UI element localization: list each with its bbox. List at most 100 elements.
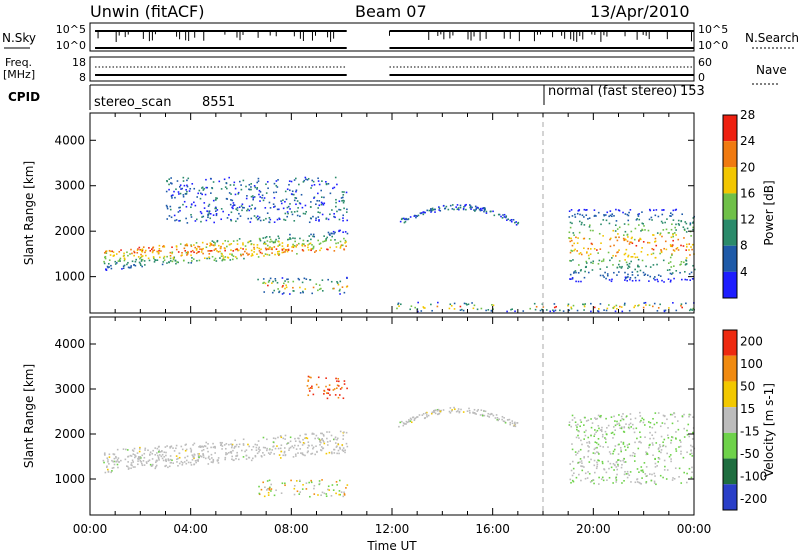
- range-gate-cell: [339, 388, 342, 390]
- range-gate-cell: [315, 434, 318, 437]
- range-gate-cell: [334, 231, 336, 234]
- range-gate-cell: [670, 245, 672, 248]
- range-gate-cell: [627, 223, 630, 226]
- range-gate-cell: [333, 452, 336, 454]
- range-gate-cell: [510, 308, 512, 311]
- range-gate-cell: [195, 249, 198, 251]
- range-gate-cell: [627, 446, 629, 449]
- range-gate-cell: [641, 417, 644, 420]
- range-gate-cell: [258, 492, 261, 495]
- range-gate-cell: [210, 453, 213, 456]
- range-gate-cell: [290, 180, 293, 183]
- range-gate-cell: [600, 242, 602, 245]
- range-gate-cell: [671, 253, 673, 255]
- range-gate-cell: [176, 461, 178, 463]
- range-gate-cell: [242, 253, 244, 256]
- range-gate-cell: [230, 218, 232, 221]
- range-gate-cell: [615, 479, 618, 481]
- range-gate-cell: [438, 207, 441, 210]
- range-gate-cell: [648, 304, 651, 306]
- range-gate-cell: [416, 416, 418, 418]
- range-gate-cell: [185, 188, 187, 191]
- range-gate-cell: [409, 420, 412, 422]
- range-gate-cell: [670, 266, 673, 268]
- range-gate-cell: [649, 426, 651, 428]
- range-gate-cell: [228, 176, 230, 179]
- range-gate-cell: [317, 376, 320, 379]
- range-gate-cell: [264, 247, 267, 250]
- range-gate-cell: [608, 451, 611, 453]
- range-gate-cell: [278, 237, 280, 240]
- range-gate-cell: [167, 466, 169, 469]
- range-gate-cell: [639, 269, 642, 272]
- range-gate-cell: [230, 443, 232, 445]
- freq-tick-top: 18: [72, 56, 86, 69]
- range-gate-cell: [583, 208, 586, 211]
- range-gate-cell: [681, 306, 683, 309]
- range-gate-cell: [343, 291, 346, 294]
- range-gate-cell: [634, 417, 637, 420]
- range-gate-cell: [302, 438, 304, 441]
- xtick-label: 12:00: [375, 522, 410, 536]
- range-gate-cell: [341, 449, 344, 451]
- range-gate-cell: [231, 254, 233, 256]
- range-gate-cell: [481, 207, 484, 210]
- range-gate-cell: [318, 243, 321, 245]
- range-gate-cell: [620, 441, 623, 443]
- range-gate-cell: [685, 481, 688, 484]
- range-gate-cell: [670, 439, 673, 442]
- range-gate-cell: [274, 205, 276, 208]
- range-gate-cell: [674, 226, 676, 229]
- range-gate-cell: [151, 452, 154, 455]
- range-gate-cell: [267, 494, 270, 496]
- range-gate-cell: [333, 388, 336, 390]
- range-gate-cell: [158, 449, 160, 452]
- range-gate-cell: [445, 205, 448, 208]
- range-gate-cell: [690, 246, 692, 248]
- range-gate-cell: [292, 245, 295, 247]
- range-gate-cell: [425, 412, 427, 414]
- range-gate-cell: [625, 415, 628, 417]
- colorbar-tick-label: 20: [740, 160, 755, 174]
- range-gate-cell: [281, 251, 284, 254]
- range-gate-cell: [578, 253, 581, 255]
- range-gate-cell: [318, 438, 321, 440]
- range-gate-cell: [295, 245, 298, 248]
- range-gate-cell: [606, 274, 609, 277]
- range-gate-cell: [580, 280, 582, 283]
- range-gate-cell: [326, 236, 329, 239]
- range-gate-cell: [588, 441, 591, 443]
- range-gate-cell: [491, 304, 493, 306]
- range-gate-cell: [315, 250, 317, 252]
- range-gate-cell: [263, 255, 265, 257]
- range-gate-cell: [231, 455, 233, 458]
- range-gate-cell: [256, 181, 259, 184]
- range-gate-cell: [236, 248, 238, 251]
- range-gate-cell: [236, 207, 239, 209]
- range-gate-cell: [436, 413, 439, 416]
- range-gate-cell: [248, 240, 251, 243]
- range-gate-cell: [199, 197, 202, 200]
- range-gate-cell: [273, 197, 276, 199]
- range-gate-cell: [612, 437, 614, 439]
- range-gate-cell: [287, 243, 289, 246]
- range-gate-cell: [334, 239, 336, 241]
- colorbar-segment: [723, 330, 737, 356]
- range-gate-cell: [193, 442, 196, 445]
- range-gate-cell: [278, 250, 280, 253]
- range-gate-cell: [643, 302, 645, 304]
- range-gate-cell: [652, 234, 654, 236]
- range-gate-cell: [283, 451, 286, 454]
- range-gate-cell: [317, 192, 319, 195]
- range-gate-cell: [646, 253, 649, 256]
- range-gate-cell: [133, 447, 136, 450]
- range-gate-cell: [138, 246, 141, 249]
- range-gate-cell: [296, 214, 299, 217]
- range-gate-cell: [280, 200, 282, 202]
- range-gate-cell: [587, 450, 590, 453]
- range-gate-cell: [262, 452, 264, 454]
- range-gate-cell: [332, 287, 334, 290]
- ytick-label: 3000: [54, 382, 85, 396]
- range-gate-cell: [434, 409, 437, 411]
